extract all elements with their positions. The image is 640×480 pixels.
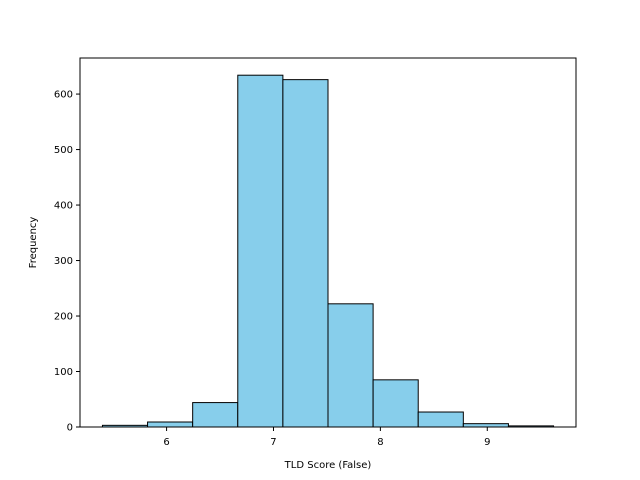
- y-tick-label: 0: [67, 423, 73, 434]
- histogram-bar: [237, 74, 284, 428]
- histogram-bar: [192, 402, 239, 428]
- bars-group: [101, 74, 555, 428]
- y-axis-label: Frequency: [28, 217, 39, 269]
- histogram-bar: [327, 303, 374, 428]
- y-tick-label: 500: [54, 145, 73, 156]
- histogram-bar: [372, 379, 419, 428]
- y-tick-label: 400: [54, 201, 73, 212]
- x-axis-ticks: 6 7 8 9: [163, 427, 490, 448]
- y-tick-label: 300: [54, 256, 73, 267]
- y-axis-ticks: 0 100 200 300 400 500 600: [54, 90, 80, 434]
- histogram-bar: [147, 421, 194, 428]
- y-tick-label: 200: [54, 312, 73, 323]
- x-axis-label: TLD Score (False): [284, 460, 372, 471]
- histogram-bar: [282, 79, 329, 428]
- y-tick-label: 600: [54, 90, 73, 101]
- y-tick-label: 100: [54, 367, 73, 378]
- x-tick-label: 7: [270, 437, 276, 448]
- x-tick-label: 8: [377, 437, 383, 448]
- x-tick-label: 6: [163, 437, 169, 448]
- histogram-bar: [417, 411, 464, 428]
- plot-frame: [79, 57, 577, 428]
- x-tick-label: 9: [484, 437, 490, 448]
